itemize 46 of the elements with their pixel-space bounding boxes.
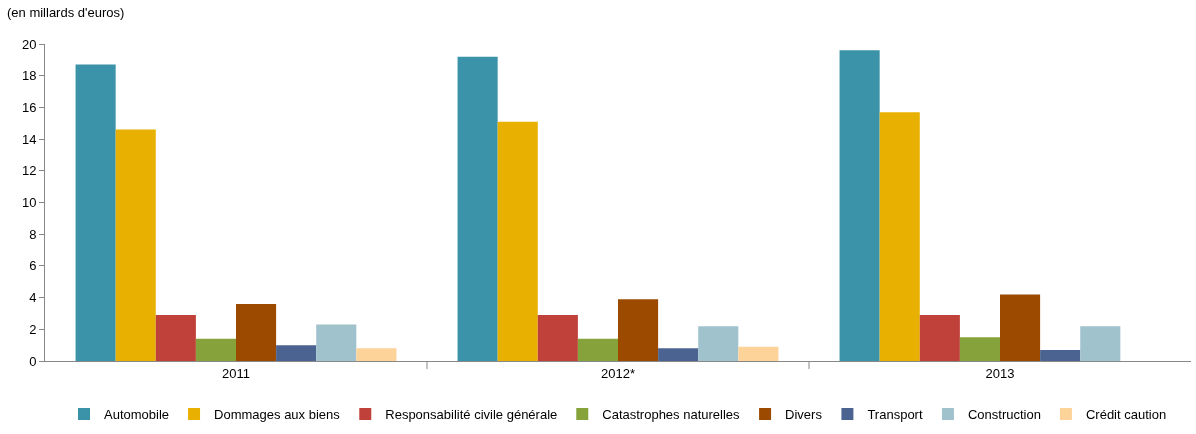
bar: [276, 345, 317, 361]
y-tick-label: 8: [29, 226, 37, 242]
legend-label: Dommages aux biens: [214, 407, 341, 423]
bar: [155, 315, 196, 361]
bar: [1040, 349, 1081, 361]
y-tick-label: 16: [21, 99, 37, 115]
bar: [698, 326, 739, 361]
bar: [577, 338, 618, 361]
bar: [1000, 294, 1041, 361]
y-tick-label: 10: [21, 195, 37, 211]
legend-label: Catastrophes naturelles: [602, 407, 741, 423]
bar: [738, 346, 779, 361]
bar: [879, 112, 920, 361]
bar: [115, 129, 156, 361]
bar: [658, 348, 699, 361]
y-tick-label: 14: [21, 131, 37, 147]
y-axis-title: (en millards d'euros): [7, 5, 125, 20]
y-tick-label: 2: [29, 321, 37, 337]
bar: [839, 50, 880, 361]
legend-label: Divers: [785, 407, 823, 423]
y-tick-label: 6: [29, 258, 37, 274]
x-tick-label: 2013: [985, 365, 1015, 381]
bar: [959, 337, 1000, 361]
bar: [537, 315, 578, 361]
bar: [195, 338, 236, 361]
y-tick-label: 4: [29, 290, 37, 306]
bar: [618, 299, 659, 361]
bar: [919, 315, 960, 361]
x-tick-label: 2012*: [601, 365, 635, 381]
bar: [497, 121, 538, 361]
legend-label: Transport: [867, 407, 923, 423]
y-tick-label: 18: [21, 68, 37, 84]
legend-label: Responsabilité civile générale: [385, 407, 558, 423]
legend-label: Crédit caution: [1085, 407, 1167, 423]
bar: [236, 303, 277, 361]
bar: [356, 348, 397, 361]
bar: [457, 56, 498, 361]
legend-label: Automobile: [104, 407, 170, 423]
legend-label: Construction: [967, 407, 1041, 423]
x-tick-label: 2011: [222, 365, 250, 381]
bar: [75, 64, 116, 361]
bar: [1080, 326, 1121, 361]
bar: [316, 324, 357, 361]
y-tick-label: 0: [29, 353, 37, 369]
y-tick-label: 20: [21, 36, 37, 52]
y-tick-label: 12: [21, 163, 37, 179]
